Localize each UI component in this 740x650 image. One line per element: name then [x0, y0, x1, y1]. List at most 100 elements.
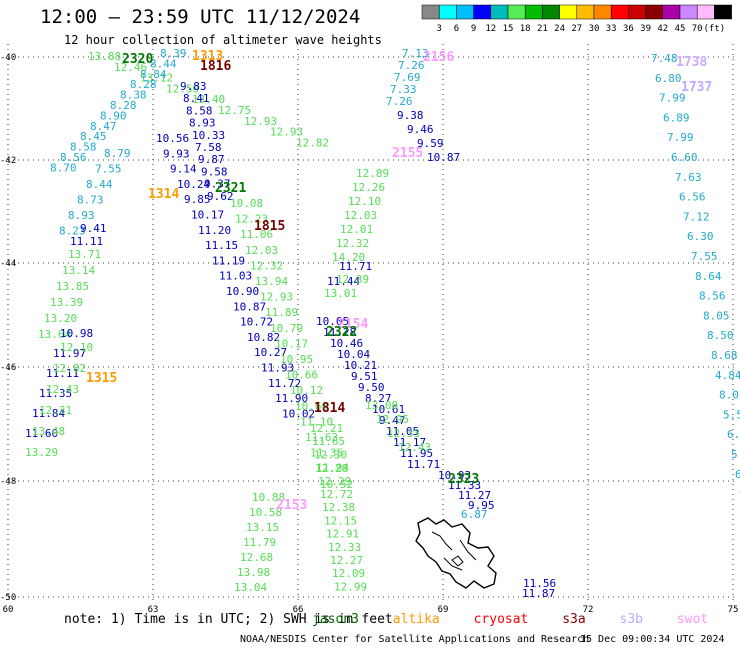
- wave-height-label: 6.80: [655, 72, 682, 85]
- lat-tick-label: -46: [0, 363, 16, 373]
- color-swatch: [438, 4, 457, 20]
- color-scale-label: 42: [657, 24, 668, 34]
- wave-height-label: 12.39: [336, 273, 369, 286]
- wave-height-label: 9.95: [468, 499, 495, 512]
- lon-tick-label: 66: [293, 605, 304, 615]
- color-swatch: [645, 4, 664, 20]
- wave-height-label: 11.84: [32, 407, 65, 420]
- generated-timestamp: 15 Dec 09:00:34 UTC 2024: [580, 634, 725, 645]
- wave-height-label: 8.28: [110, 99, 137, 112]
- legend-cryosat: cryosat: [473, 612, 529, 627]
- pass-id-label: 1313: [192, 49, 223, 64]
- wave-height-label: 12.09: [332, 567, 365, 580]
- wave-height-label: 9.59: [417, 137, 444, 150]
- wave-height-label: 11.95: [400, 447, 433, 460]
- wave-height-label: 9.51: [351, 370, 378, 383]
- wave-height-label: 13.29: [25, 446, 58, 459]
- wave-height-label: 9.50: [358, 381, 385, 394]
- lat-tick-label: -42: [0, 156, 16, 166]
- wave-height-label: 8.45: [80, 130, 107, 143]
- wave-height-label: 11.79: [243, 536, 276, 549]
- wave-height-label: 7.13: [402, 47, 429, 60]
- wave-height-label: 11.94: [316, 462, 349, 475]
- wave-height-label: 8.56: [699, 290, 726, 303]
- color-swatch: [696, 4, 715, 20]
- color-scale-label: 12: [485, 24, 496, 34]
- wave-height-label: 13.71: [68, 248, 101, 261]
- pass-id-label: 2154: [337, 317, 368, 332]
- wave-height-label: 13.40: [192, 93, 225, 106]
- wave-height-label: 12.43: [398, 441, 431, 454]
- wave-height-label: 8.39: [160, 47, 187, 60]
- color-scale-bar: 3 6 9 12 15 18 21 24 27 30 33 36 39 42 45 70 (ft): [421, 4, 732, 34]
- color-scale-label: 18: [520, 24, 531, 34]
- lon-tick-label: 63: [148, 605, 159, 615]
- wave-height-label: 10.88: [252, 491, 285, 504]
- wave-height-label: 9.46: [407, 123, 434, 136]
- lon-tick-label: 69: [438, 605, 449, 615]
- wave-height-label: 8.44: [86, 178, 113, 191]
- wave-height-label: 13.04: [234, 581, 267, 594]
- wave-height-label: 10.04: [337, 348, 370, 361]
- wave-height-label: 9.41: [80, 222, 107, 235]
- wave-height-label: 5.57: [723, 408, 740, 421]
- wave-height-label: 12.27: [330, 554, 363, 567]
- wave-height-label: 8.28: [130, 78, 157, 91]
- wave-height-label: 12.26: [352, 181, 385, 194]
- wave-height-label: 8.90: [100, 109, 127, 122]
- page-title: 12:00 – 23:59 UTC 11/12/2024: [40, 6, 361, 28]
- wave-height-label: 8.41: [183, 92, 210, 105]
- wave-height-label: 13.48: [32, 425, 65, 438]
- pass-id-label: 1315: [86, 371, 117, 386]
- wave-height-label: 12.82: [296, 136, 329, 149]
- wave-height-label: 8.23: [59, 225, 86, 238]
- wave-height-label: 6.09: [727, 428, 740, 441]
- wave-height-label: 8.44: [150, 57, 177, 70]
- wave-height-label: 12.89: [356, 167, 389, 180]
- wave-height-label: 12.03: [245, 244, 278, 257]
- wave-height-label: 13.64: [38, 328, 71, 341]
- wave-height-label: 11.19: [212, 254, 245, 267]
- wave-height-label: 7.26: [386, 95, 413, 108]
- pass-id-label: 1314: [148, 187, 179, 202]
- color-swatch: [507, 4, 526, 20]
- wave-height-label: 8.27: [365, 392, 392, 405]
- wave-height-label: 10.52: [320, 478, 353, 491]
- wave-height-label: 13.01: [324, 287, 357, 300]
- wave-height-label: 11.60: [25, 427, 58, 440]
- wave-height-label: 8.64: [695, 270, 722, 283]
- wave-height-label: 9.47: [379, 414, 406, 427]
- pass-id-label: 2323: [448, 472, 479, 487]
- wave-height-label: 7.55: [95, 163, 122, 176]
- wave-height-label: 9.93: [163, 147, 190, 160]
- kerguelen-island-outline: [415, 517, 497, 589]
- wave-height-label: 6.56: [679, 191, 706, 204]
- wave-height-label: 10.79: [270, 322, 303, 335]
- wave-height-label: 10.46: [330, 337, 363, 350]
- wave-height-label: 9.85: [184, 193, 211, 206]
- color-scale-label: 9: [471, 24, 476, 34]
- lon-tick-label: 60: [3, 605, 14, 615]
- wave-height-label: 13.39: [50, 296, 83, 309]
- wave-height-label: 10.90: [226, 285, 259, 298]
- wave-height-label: 6.60: [671, 151, 698, 164]
- legend-s3b: s3b: [619, 612, 644, 627]
- color-scale-label: 30: [589, 24, 600, 34]
- color-scale-label: 15: [503, 24, 514, 34]
- wave-height-label: 11.15: [205, 239, 238, 252]
- wave-height-label: 8.05: [703, 309, 730, 322]
- wave-height-label: 8.58: [186, 104, 213, 117]
- color-scale-label: 70: [692, 24, 703, 34]
- pass-id-label: 1738: [676, 55, 707, 70]
- pass-id-label: 2155: [392, 146, 423, 161]
- color-swatch: [473, 4, 492, 20]
- wave-height-label: 12.93: [260, 291, 293, 304]
- wave-height-label: 11.28: [323, 326, 356, 339]
- wave-height-label: 8.58: [70, 141, 97, 154]
- wave-height-label: 12.93: [244, 115, 277, 128]
- wave-height-label: 12.50: [166, 82, 199, 95]
- wave-height-label: 9.38: [397, 109, 424, 122]
- wave-height-label: 12.15: [324, 514, 357, 527]
